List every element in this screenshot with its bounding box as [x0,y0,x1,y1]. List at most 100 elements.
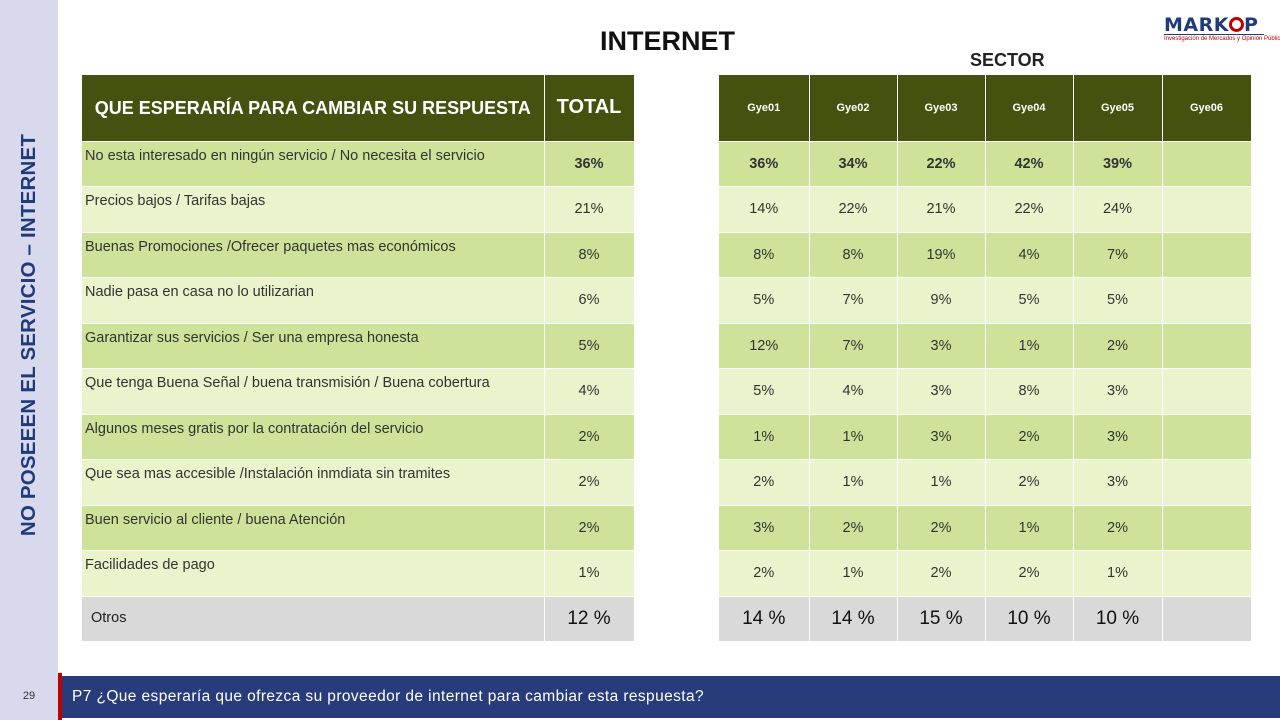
sector-value: 14 % [719,595,810,641]
table-row: Precios bajos / Tarifas bajas 21% [82,186,635,232]
sector-header: Gye04 [985,75,1074,141]
table-row: Garantizar sus servicios / Ser una empre… [82,322,635,369]
sector-value: 1% [985,504,1074,551]
row-total: 12 % [544,595,635,641]
table-row: 2% 1% 1% 2% 3% [719,459,1252,505]
sector-value: 1% [897,459,986,505]
table-row: 8% 8% 19% 4% 7% [719,231,1252,278]
sector-value [1162,595,1252,641]
sector-value: 5% [1073,277,1163,323]
sector-value: 8% [985,368,1074,414]
table-row: Buenas Promociones /Ofrecer paquetes mas… [82,231,635,278]
sector-value: 4% [809,368,898,414]
sector-value: 2% [809,504,898,551]
sector-value: 2% [985,413,1074,460]
sidebar-title: NO POSEEEN EL SERVICIO – INTERNET [17,133,40,537]
sector-header: Gye05 [1073,75,1163,141]
sidebar: NO POSEEEN EL SERVICIO – INTERNET 29 [0,0,58,720]
sector-header: Gye01 [719,75,810,141]
sector-value: 14% [719,186,810,232]
sector-value: 2% [897,504,986,551]
sector-value [1162,413,1252,460]
sector-value [1162,368,1252,414]
row-total: 2% [544,413,635,460]
table-row: 3% 2% 2% 1% 2% [719,504,1252,551]
sector-value: 22% [985,186,1074,232]
sector-value: 19% [897,231,986,278]
sector-value: 39% [1073,140,1163,187]
sector-value: 7% [809,322,898,369]
sector-value: 2% [719,459,810,505]
sector-value: 24% [1073,186,1163,232]
sector-value [1162,186,1252,232]
sector-value: 7% [809,277,898,323]
table-row: Nadie pasa en casa no lo utilizarian 6% [82,277,635,323]
answers-table: QUE ESPERARÍA PARA CAMBIAR SU RESPUESTA … [82,75,635,641]
sector-value: 3% [897,368,986,414]
table-row: 14 % 14 % 15 % 10 % 10 % [719,595,1252,641]
sector-value: 5% [985,277,1074,323]
row-label: Que tenga Buena Señal / buena transmisió… [82,368,545,414]
table-row: 12% 7% 3% 1% 2% [719,322,1252,369]
sector-value: 2% [985,459,1074,505]
table-row: Facilidades de pago 1% [82,550,635,596]
table-row: 14% 22% 21% 22% 24% [719,186,1252,232]
sector-value [1162,322,1252,369]
logo-tagline: Investigación de Mercados y Opinión Públ… [1164,36,1280,42]
row-total: 36% [544,140,635,187]
row-total: 5% [544,322,635,369]
sector-value: 1% [985,322,1074,369]
logo-wordmark: MARK P [1164,14,1259,36]
page-number: 29 [22,690,36,702]
table-row: 36% 34% 22% 42% 39% [719,140,1252,187]
row-total: 2% [544,504,635,551]
sector-value: 15 % [897,595,986,641]
sector-value [1162,504,1252,551]
question-header: QUE ESPERARÍA PARA CAMBIAR SU RESPUESTA [82,75,545,141]
row-total: 4% [544,368,635,414]
sector-value: 10 % [1073,595,1163,641]
footer-question: P7 ¿Que esperaría que ofrezca su proveed… [62,676,1280,718]
sector-value: 12% [719,322,810,369]
table-row: 5% 4% 3% 8% 3% [719,368,1252,414]
sector-value: 2% [1073,504,1163,551]
row-total: 6% [544,277,635,323]
table-row: Que sea mas accesible /Instalación inmdi… [82,459,635,505]
sector-value: 9% [897,277,986,323]
sector-value: 10 % [985,595,1074,641]
table-row: Algunos meses gratis por la contratación… [82,413,635,460]
row-label: No esta interesado en ningún servicio / … [82,140,545,187]
page-title: INTERNET [600,26,735,56]
table-row: Que tenga Buena Señal / buena transmisió… [82,368,635,414]
sector-value: 3% [719,504,810,551]
table-row: Buen servicio al cliente / buena Atenció… [82,504,635,551]
sector-value: 36% [719,140,810,187]
table-row: Otros 12 % [82,595,635,641]
sector-value: 1% [809,413,898,460]
sector-value: 8% [719,231,810,278]
sector-value [1162,231,1252,278]
sector-value: 22% [897,140,986,187]
sector-header: Gye03 [897,75,986,141]
row-label: Otros [82,595,545,641]
sector-value: 2% [985,550,1074,596]
markop-logo: MARK P Investigación de Mercados y Opinió… [1160,12,1280,46]
sector-value: 42% [985,140,1074,187]
row-total: 2% [544,459,635,505]
row-total: 8% [544,231,635,278]
sector-value: 2% [719,550,810,596]
row-label: Facilidades de pago [82,550,545,596]
row-total: 21% [544,186,635,232]
sector-value [1162,459,1252,505]
sector-value: 3% [897,322,986,369]
total-header: TOTAL [544,75,635,141]
sector-value: 2% [897,550,986,596]
footer-accent-bar [58,673,62,720]
sector-value: 7% [1073,231,1163,278]
sector-value [1162,550,1252,596]
row-label: Que sea mas accesible /Instalación inmdi… [82,459,545,505]
sector-value: 3% [897,413,986,460]
sector-table: Gye01 Gye02 Gye03 Gye04 Gye05 Gye06 36% 34% 22%… [719,75,1252,641]
sector-value: 21% [897,186,986,232]
sector-value: 1% [719,413,810,460]
